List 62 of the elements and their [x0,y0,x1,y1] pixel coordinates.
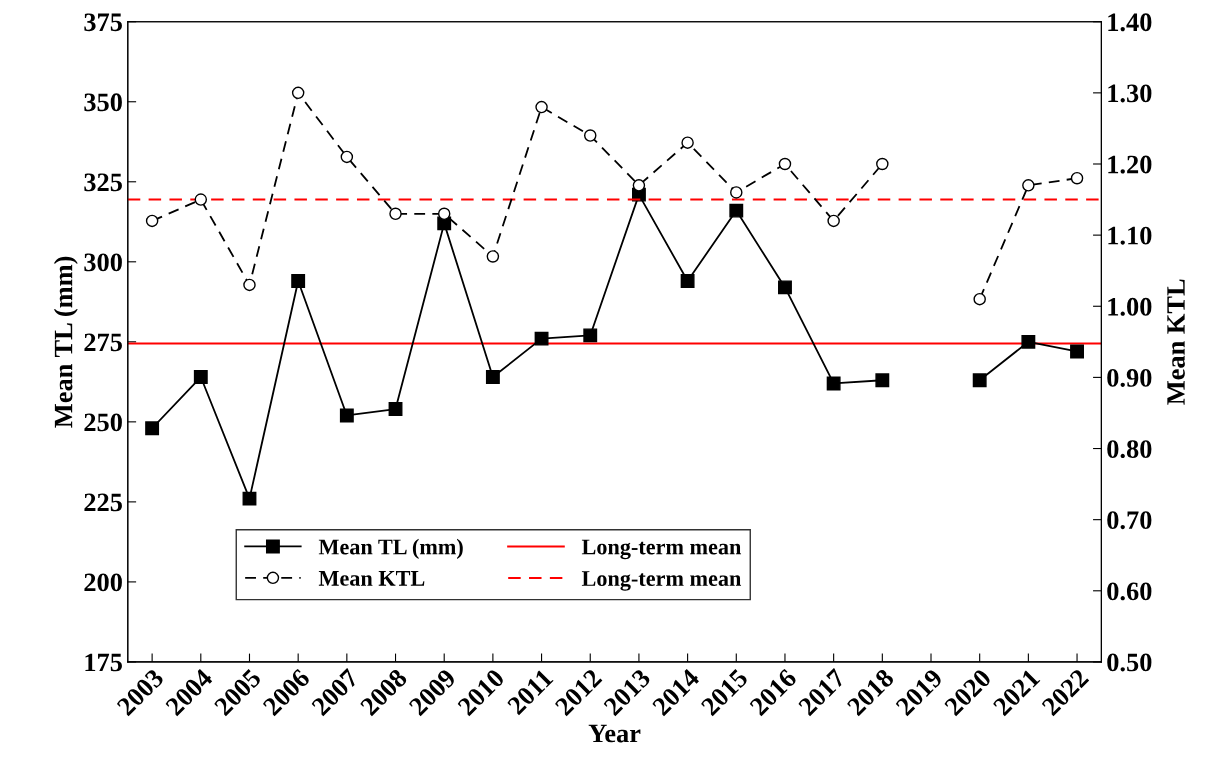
y-tick-label: 175 [85,653,122,672]
y-tick-label: 325 [84,173,122,192]
point [681,136,694,149]
y2-tick-label: 0.90 [1107,369,1152,387]
legend-label: Long-term mean [581,539,742,560]
point [730,186,743,199]
y-tick-label: 250 [84,413,122,432]
point [1021,334,1036,349]
point [778,157,792,171]
y2-tick-label: 1.20 [1108,155,1152,174]
point [680,274,695,288]
point [193,370,208,384]
point [1070,344,1084,359]
point [583,129,597,142]
point [145,421,160,436]
y2-tick-label: 0.70 [1107,511,1152,530]
x-axis-title: Year [588,724,641,743]
point [535,100,548,114]
point [243,278,256,292]
y2-tick-label: 0.80 [1107,440,1152,459]
point [145,214,159,228]
point [1022,179,1035,192]
y2-tick-label: 1.40 [1108,13,1152,32]
y-tick-label: 375 [84,13,122,32]
point [534,331,549,346]
point [972,373,987,388]
y-tick-label: 350 [84,93,122,112]
point [339,408,354,423]
point [242,491,257,506]
point [973,292,986,306]
point [826,376,841,391]
y-axis-title: Mean TL (mm) [53,256,78,428]
y2-axis-title: Mean KTL [1167,279,1185,405]
y-tick-label: 225 [84,493,122,512]
y2-tick-label: 0.50 [1107,653,1152,672]
point [485,370,500,384]
point [876,157,889,171]
y2-tick-label: 0.60 [1107,582,1152,601]
legend-label: Long-term mean [581,571,742,591]
point [875,373,890,388]
point [389,207,402,221]
point [291,274,306,288]
legend-label: Mean KTL [318,571,425,586]
point [1070,171,1084,185]
legend-label: Mean TL (mm) [318,538,463,559]
point [291,86,305,100]
y-tick-label: 300 [84,253,122,272]
point [340,150,354,164]
point [583,328,598,343]
y2-tick-label: 1.10 [1108,226,1152,245]
y2-tick-label: 1.30 [1108,84,1152,103]
y-tick-label: 275 [84,333,122,352]
point [632,179,646,192]
y-tick-label: 200 [84,573,122,592]
point [194,193,208,206]
point [388,402,403,416]
point [778,280,792,295]
point [827,214,840,228]
y2-tick-label: 1.00 [1108,297,1152,316]
point [437,207,451,221]
point [729,203,744,218]
point [486,250,500,263]
